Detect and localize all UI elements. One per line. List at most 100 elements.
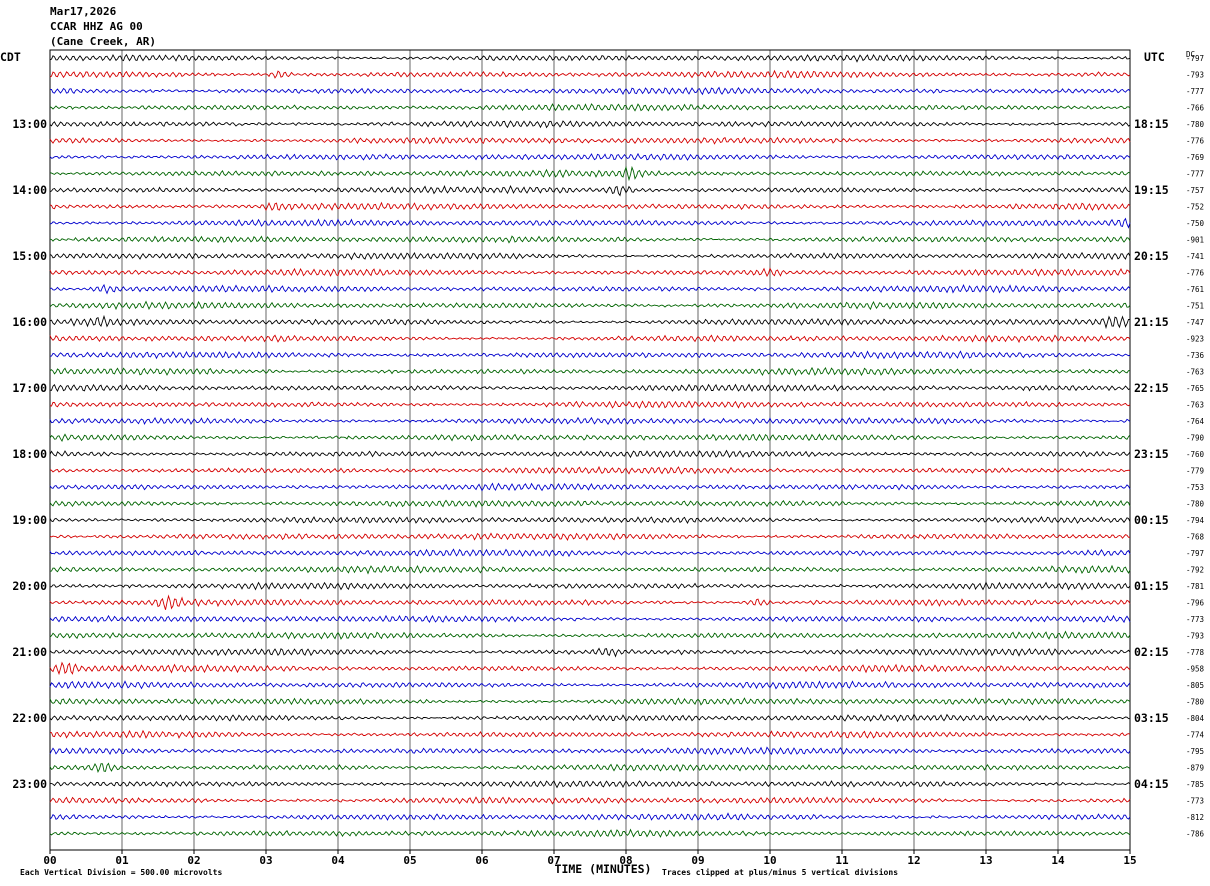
dc-offset-label: -790 (1186, 434, 1205, 443)
cdt-hour-label: 14:00 (12, 183, 47, 197)
utc-hour-label: 19:15 (1134, 183, 1169, 197)
dc-offset-label: -776 (1186, 137, 1205, 146)
dc-offset-label: -761 (1186, 285, 1204, 294)
seismic-trace-37 (49, 661, 1131, 676)
utc-hour-label: 00:15 (1134, 513, 1169, 527)
seismic-trace-1 (49, 69, 1131, 79)
seismic-trace-10 (49, 217, 1131, 229)
seismic-trace-44 (50, 780, 1131, 789)
date-label: Mar17,2026 (50, 5, 117, 18)
utc-hour-label: 03:15 (1134, 711, 1169, 725)
cdt-hour-label: 13:00 (12, 117, 47, 131)
x-tick-label: 05 (403, 854, 416, 867)
seismic-trace-16 (49, 314, 1131, 330)
dc-offset-label: -778 (1186, 648, 1205, 657)
seismic-trace-26 (49, 482, 1131, 492)
dc-offset-label: -785 (1186, 780, 1204, 789)
x-tick-label: 06 (475, 854, 489, 867)
seismic-trace-41 (49, 729, 1131, 739)
seismic-trace-47 (49, 828, 1131, 838)
dc-offset-label: -757 (1186, 186, 1204, 195)
seismic-trace-30 (49, 548, 1131, 558)
seismic-trace-2 (50, 86, 1131, 96)
dc-offset-label: -769 (1186, 153, 1204, 162)
utc-hour-label: 18:15 (1134, 117, 1169, 131)
utc-axis-label: UTC (1144, 50, 1165, 64)
seismic-trace-0 (49, 53, 1131, 63)
dc-offset-label: -765 (1186, 384, 1204, 393)
dc-offset-label: -923 (1186, 335, 1204, 344)
seismic-trace-4 (49, 120, 1131, 129)
seismic-trace-20 (49, 383, 1131, 393)
seismic-trace-12 (49, 251, 1131, 261)
seismic-trace-28 (49, 516, 1131, 524)
seismic-trace-38 (49, 680, 1131, 690)
x-tick-label: 09 (691, 854, 704, 867)
cdt-axis-label: CDT (0, 50, 21, 64)
seismic-trace-11 (49, 235, 1131, 244)
dc-offset-label: -901 (1186, 236, 1204, 245)
seismic-trace-7 (49, 165, 1131, 182)
dc-offset-label: -777 (1186, 170, 1204, 179)
seismic-trace-43 (49, 762, 1131, 774)
dc-offset-label: -773 (1186, 615, 1204, 624)
cdt-hour-label: 17:00 (12, 381, 47, 395)
x-tick-label: 13 (979, 854, 992, 867)
dc-offset-label: -753 (1186, 483, 1204, 492)
dc-offset-label: -812 (1186, 813, 1204, 822)
station-label: CCAR HHZ AG 00 (50, 20, 143, 33)
seismic-trace-21 (49, 400, 1131, 409)
dc-offset-label: -797 (1186, 549, 1204, 558)
dc-offset-label: -793 (1186, 632, 1204, 641)
x-tick-label: 03 (259, 854, 272, 867)
seismic-trace-8 (49, 184, 1131, 197)
dc-offset-label: -879 (1186, 764, 1204, 773)
dc-offset-label: -763 (1186, 368, 1204, 377)
seismic-trace-39 (49, 697, 1131, 706)
seismic-trace-33 (49, 594, 1131, 610)
dc-offset-label: -804 (1186, 714, 1205, 723)
cdt-hour-label: 18:00 (12, 447, 47, 461)
dc-offset-label: -766 (1186, 104, 1205, 113)
seismic-trace-45 (49, 796, 1131, 805)
dc-offset-label: -773 (1186, 797, 1204, 806)
vertical-division-note: Each Vertical Division = 500.00 microvol… (20, 867, 222, 877)
x-tick-label: 15 (1123, 854, 1136, 867)
dc-offset-label: -796 (1186, 599, 1205, 608)
seismic-trace-34 (49, 614, 1131, 624)
x-tick-label: 00 (43, 854, 56, 867)
utc-hour-label: 02:15 (1134, 645, 1169, 659)
seismic-trace-19 (49, 366, 1131, 377)
seismic-trace-5 (49, 136, 1131, 145)
seismic-trace-42 (49, 746, 1131, 756)
utc-hour-label: 23:15 (1134, 447, 1169, 461)
x-tick-label: 01 (115, 854, 129, 867)
dc-offset-label: -781 (1186, 582, 1204, 591)
cdt-hour-label: 16:00 (12, 315, 47, 329)
x-tick-label: 10 (763, 854, 776, 867)
seismic-trace-31 (49, 564, 1131, 575)
dc-offset-label: -736 (1186, 351, 1205, 360)
dc-offset-label: -764 (1186, 417, 1205, 426)
seismic-trace-36 (49, 647, 1131, 658)
seismic-trace-6 (49, 152, 1131, 161)
x-tick-label: 04 (331, 854, 345, 867)
x-tick-label: 07 (547, 854, 560, 867)
seismic-trace-23 (49, 433, 1131, 442)
seismic-trace-27 (49, 499, 1131, 508)
seismic-trace-15 (49, 300, 1131, 311)
dc-offset-label: -797 (1186, 54, 1204, 63)
dc-offset-label: -774 (1186, 731, 1205, 740)
dc-offset-label: -776 (1186, 269, 1205, 278)
cdt-hour-label: 20:00 (12, 579, 47, 593)
dc-offset-label: -792 (1186, 566, 1204, 575)
cdt-hour-label: 19:00 (12, 513, 47, 527)
x-tick-label: 14 (1051, 854, 1065, 867)
seismic-trace-22 (49, 416, 1131, 425)
dc-offset-label: -958 (1186, 665, 1205, 674)
dc-column-label: DC (1186, 50, 1195, 59)
seismic-trace-32 (50, 581, 1131, 591)
seismic-trace-40 (49, 713, 1131, 723)
dc-offset-label: -752 (1186, 203, 1204, 212)
